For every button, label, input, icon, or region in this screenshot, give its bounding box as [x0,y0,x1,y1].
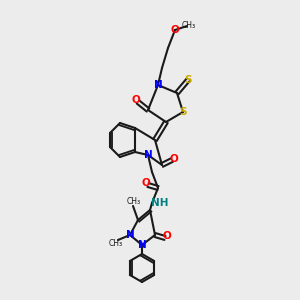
Text: NH: NH [151,198,169,208]
Text: S: S [184,75,192,85]
Text: N: N [138,240,146,250]
Text: O: O [171,25,179,35]
Text: N: N [126,230,134,240]
Text: N: N [144,150,152,160]
Text: N: N [154,80,162,90]
Text: O: O [169,154,178,164]
Text: CH₃: CH₃ [109,238,123,247]
Text: CH₃: CH₃ [127,197,141,206]
Text: O: O [163,231,171,241]
Text: O: O [142,178,150,188]
Text: O: O [132,95,140,105]
Text: CH₃: CH₃ [182,20,196,29]
Text: S: S [179,107,187,117]
